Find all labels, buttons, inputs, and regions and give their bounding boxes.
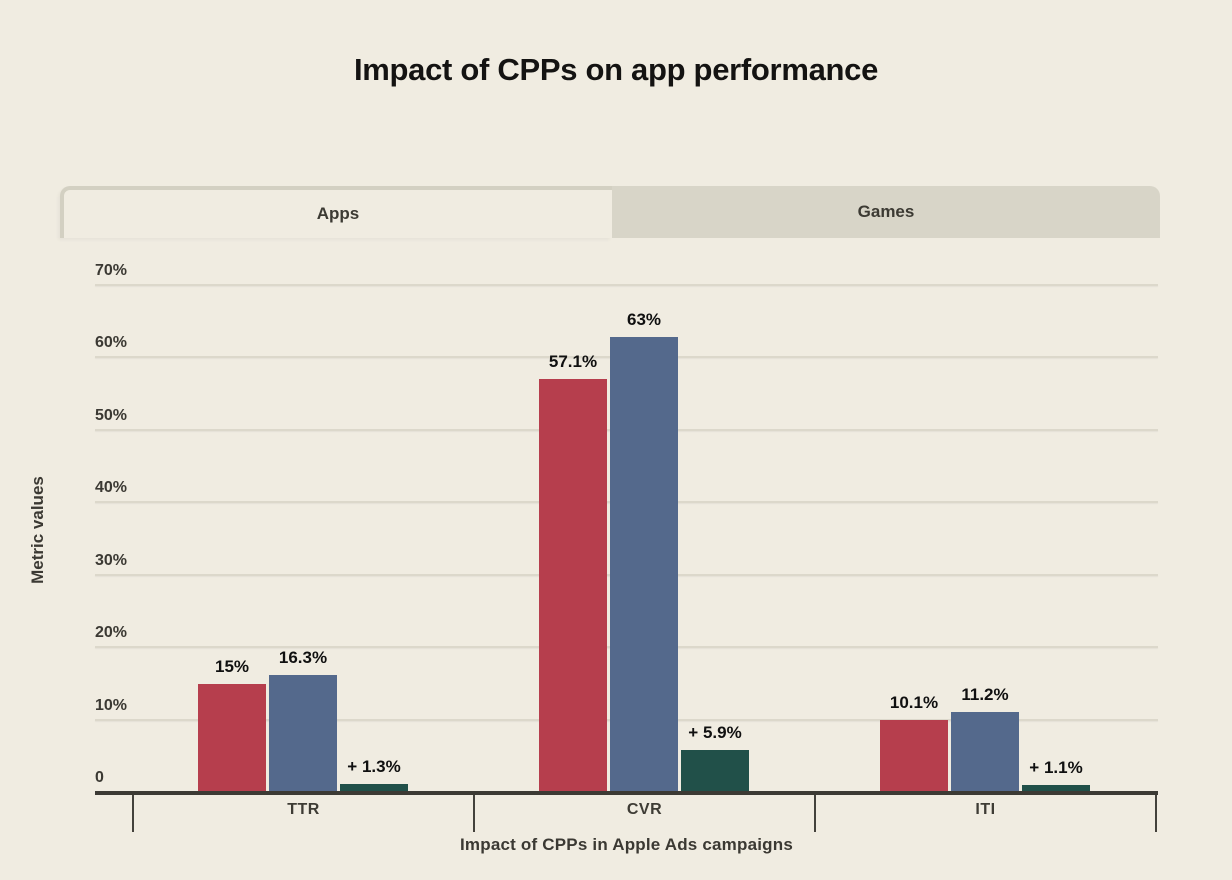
gridline xyxy=(95,284,1158,286)
y-tick-label: 30% xyxy=(95,551,128,569)
page-title: Impact of CPPs on app performance xyxy=(353,52,879,87)
bar-ttr-0[interactable] xyxy=(198,684,266,793)
x-axis-tick xyxy=(132,795,134,832)
x-category-label-cvr: CVR xyxy=(626,801,663,818)
bar-ttr-2[interactable] xyxy=(340,783,408,793)
bar-cvr-2[interactable] xyxy=(681,750,749,793)
bar-value-label: 15% xyxy=(214,657,250,677)
x-axis-baseline xyxy=(95,791,1158,795)
x-category-label-iti: ITI xyxy=(975,801,996,818)
bar-ttr-1[interactable] xyxy=(269,674,337,793)
bar-value-label: 11.2% xyxy=(961,684,1009,704)
tab-games-label: Games xyxy=(857,202,915,221)
tab-apps[interactable]: Apps xyxy=(60,186,612,238)
bar-iti-2[interactable] xyxy=(1022,785,1090,793)
bar-iti-0[interactable] xyxy=(880,719,948,793)
tab-games[interactable]: Games xyxy=(612,186,1160,238)
bar-value-label: 16.3% xyxy=(278,647,328,667)
bar-value-label: + 1.3% xyxy=(347,756,401,776)
x-category-label-ttr: TTR xyxy=(287,801,320,818)
y-tick-label: 40% xyxy=(95,479,128,497)
tab-apps-label: Apps xyxy=(316,204,360,223)
x-axis-tick xyxy=(473,795,475,832)
y-tick-label: 70% xyxy=(95,262,128,279)
bar-cvr-0[interactable] xyxy=(539,379,607,793)
bar-value-label: 63% xyxy=(626,309,662,329)
y-tick-label: 0 xyxy=(95,769,104,786)
y-tick-label: 20% xyxy=(95,624,128,642)
y-tick-label: 60% xyxy=(95,334,128,352)
bar-value-label: 57.1% xyxy=(548,352,598,372)
y-tick-label: 50% xyxy=(95,406,128,424)
x-axis-title: Impact of CPPs in Apple Ads campaigns xyxy=(460,835,793,854)
plot-area: 0 10% 20% 30% 40% 50% 60% 70% 15% 16.3% + 1.3% 57.1… xyxy=(95,262,1158,795)
bar-value-label: 10.1% xyxy=(889,692,939,712)
x-axis-zone: TTR CVR ITI xyxy=(95,793,1158,853)
x-axis-tick xyxy=(1155,795,1157,832)
bar-value-label: + 1.1% xyxy=(1029,758,1083,778)
tab-bar: Apps Games xyxy=(60,186,1160,238)
bar-value-label: + 5.9% xyxy=(688,723,742,743)
bar-cvr-1[interactable] xyxy=(610,336,678,793)
bar-iti-1[interactable] xyxy=(951,711,1019,793)
x-axis-tick xyxy=(814,795,816,832)
y-tick-label: 10% xyxy=(95,696,128,714)
